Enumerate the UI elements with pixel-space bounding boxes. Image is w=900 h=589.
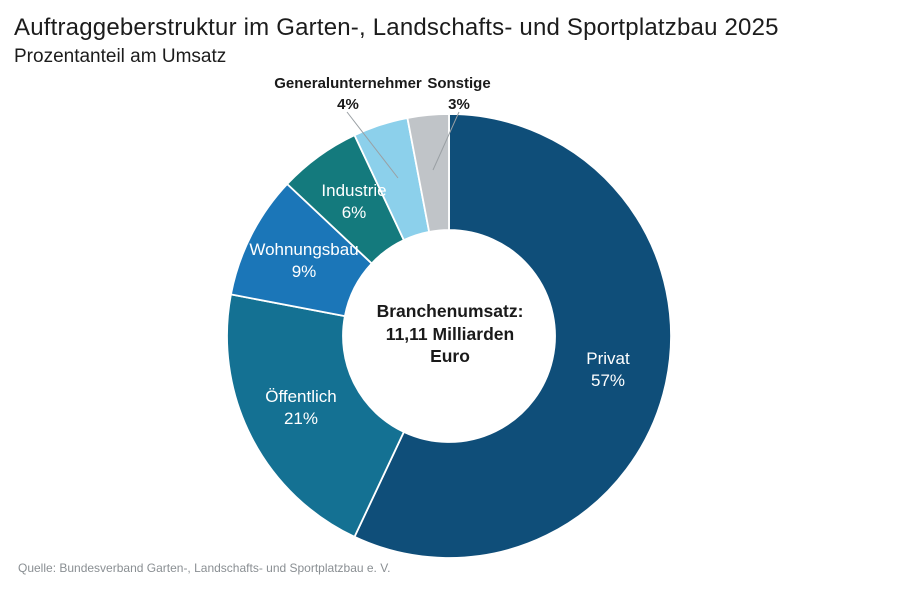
slice-label-pct: 9% xyxy=(291,262,317,281)
slice-label-text: Generalunternehmer xyxy=(274,75,422,92)
pie-slice-privat xyxy=(353,113,672,559)
slice-label-text: Privat xyxy=(586,349,630,368)
slice-label-wohnungsbau: Wohnungsbau 9% xyxy=(249,239,358,283)
slice-label-pct: 21% xyxy=(283,409,319,428)
slice-label-text: Öffentlich xyxy=(265,387,337,406)
slice-label-text: Wohnungsbau xyxy=(249,240,359,259)
slice-label-pct: 4% xyxy=(337,96,359,113)
leader-line-sonstige xyxy=(432,111,460,171)
leader-line-generalunternehmer xyxy=(346,111,399,179)
slice-label-pct: 3% xyxy=(448,96,470,113)
center-text-line1: Branchenumsatz: xyxy=(376,301,524,321)
slice-label-pct: 6% xyxy=(341,203,367,222)
slice-label-generalunternehmer: Generalunternehmer 4% xyxy=(274,73,422,115)
pie-slice-sonstige xyxy=(406,113,450,233)
slice-label-sonstige: Sonstige 3% xyxy=(427,73,490,115)
slice-label-oeffentlich: Öffentlich 21% xyxy=(265,386,337,430)
chart-title: Auftraggeberstruktur im Garten-, Landsch… xyxy=(14,14,779,41)
slice-label-pct: 57% xyxy=(590,371,626,390)
source-note: Quelle: Bundesverband Garten-, Landschaf… xyxy=(18,561,391,575)
pie-slice--ffentlich xyxy=(226,293,405,538)
slice-label-text: Sonstige xyxy=(427,75,491,92)
chart-subtitle: Prozentanteil am Umsatz xyxy=(14,46,227,67)
slice-label-industrie: Industrie 6% xyxy=(321,180,386,224)
donut-center-text: Branchenumsatz: 11,11 Milliarden Euro xyxy=(377,300,524,368)
slice-label-privat: Privat 57% xyxy=(586,348,629,392)
center-text-line3: Euro xyxy=(430,346,470,366)
slice-label-text: Industrie xyxy=(321,181,387,200)
donut-slices xyxy=(226,113,672,559)
center-text-line2: 11,11 Milliarden xyxy=(385,323,515,344)
